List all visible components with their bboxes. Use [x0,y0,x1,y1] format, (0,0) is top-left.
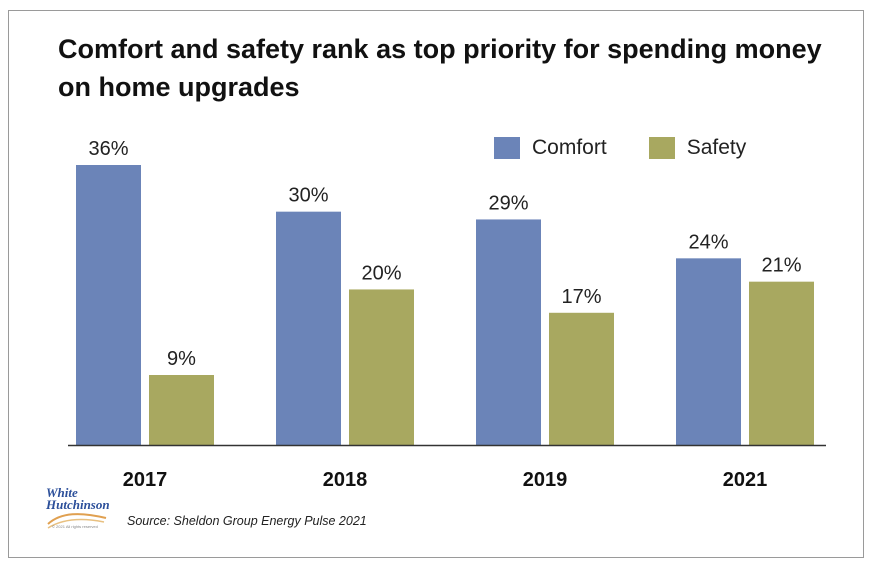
data-label-comfort-2021: 24% [688,231,728,253]
bar-comfort-2018 [276,211,341,445]
chart-title: Comfort and safety rank as top priority … [58,34,822,102]
data-label-safety-2019: 17% [561,286,601,308]
x-tick-label-2018: 2018 [323,469,368,491]
data-label-comfort-2017: 36% [88,138,128,160]
data-label-safety-2021: 21% [761,255,801,277]
legend-label-comfort: Comfort [532,136,607,159]
bar-safety-2018 [349,289,414,445]
data-label-safety-2017: 9% [167,348,196,370]
legend-item-safety: Safety [648,136,747,160]
bar-safety-2019 [549,312,614,445]
logo-fine-print: © 2021 All rights reserved [52,524,98,529]
bar-safety-2017 [149,375,214,445]
source-note: Source: Sheldon Group Energy Pulse 2021 [127,514,367,528]
legend-swatch-comfort [494,137,520,159]
data-label-comfort-2018: 30% [288,185,328,207]
logo-text-line2: Hutchinson [46,497,110,512]
legend: Comfort Safety [494,136,788,160]
data-label-safety-2018: 20% [361,262,401,284]
bar-comfort-2021 [676,258,741,445]
logo-text-line1: White [46,485,78,500]
legend-label-safety: Safety [686,136,747,159]
logo-swoosh-icon [47,513,107,529]
white-hutchinson-logo: White Hutchinson © 2021 All rights reser… [46,485,110,536]
legend-item-comfort: Comfort [494,136,607,160]
x-tick-label-2019: 2019 [523,469,568,491]
x-tick-label-2021: 2021 [723,469,768,491]
bar-comfort-2017 [76,165,141,445]
legend-swatch-safety [648,137,675,159]
x-tick-label-2017: 2017 [123,469,168,491]
bar-comfort-2019 [476,219,541,445]
data-label-comfort-2019: 29% [488,192,528,214]
bar-safety-2021 [749,281,814,445]
